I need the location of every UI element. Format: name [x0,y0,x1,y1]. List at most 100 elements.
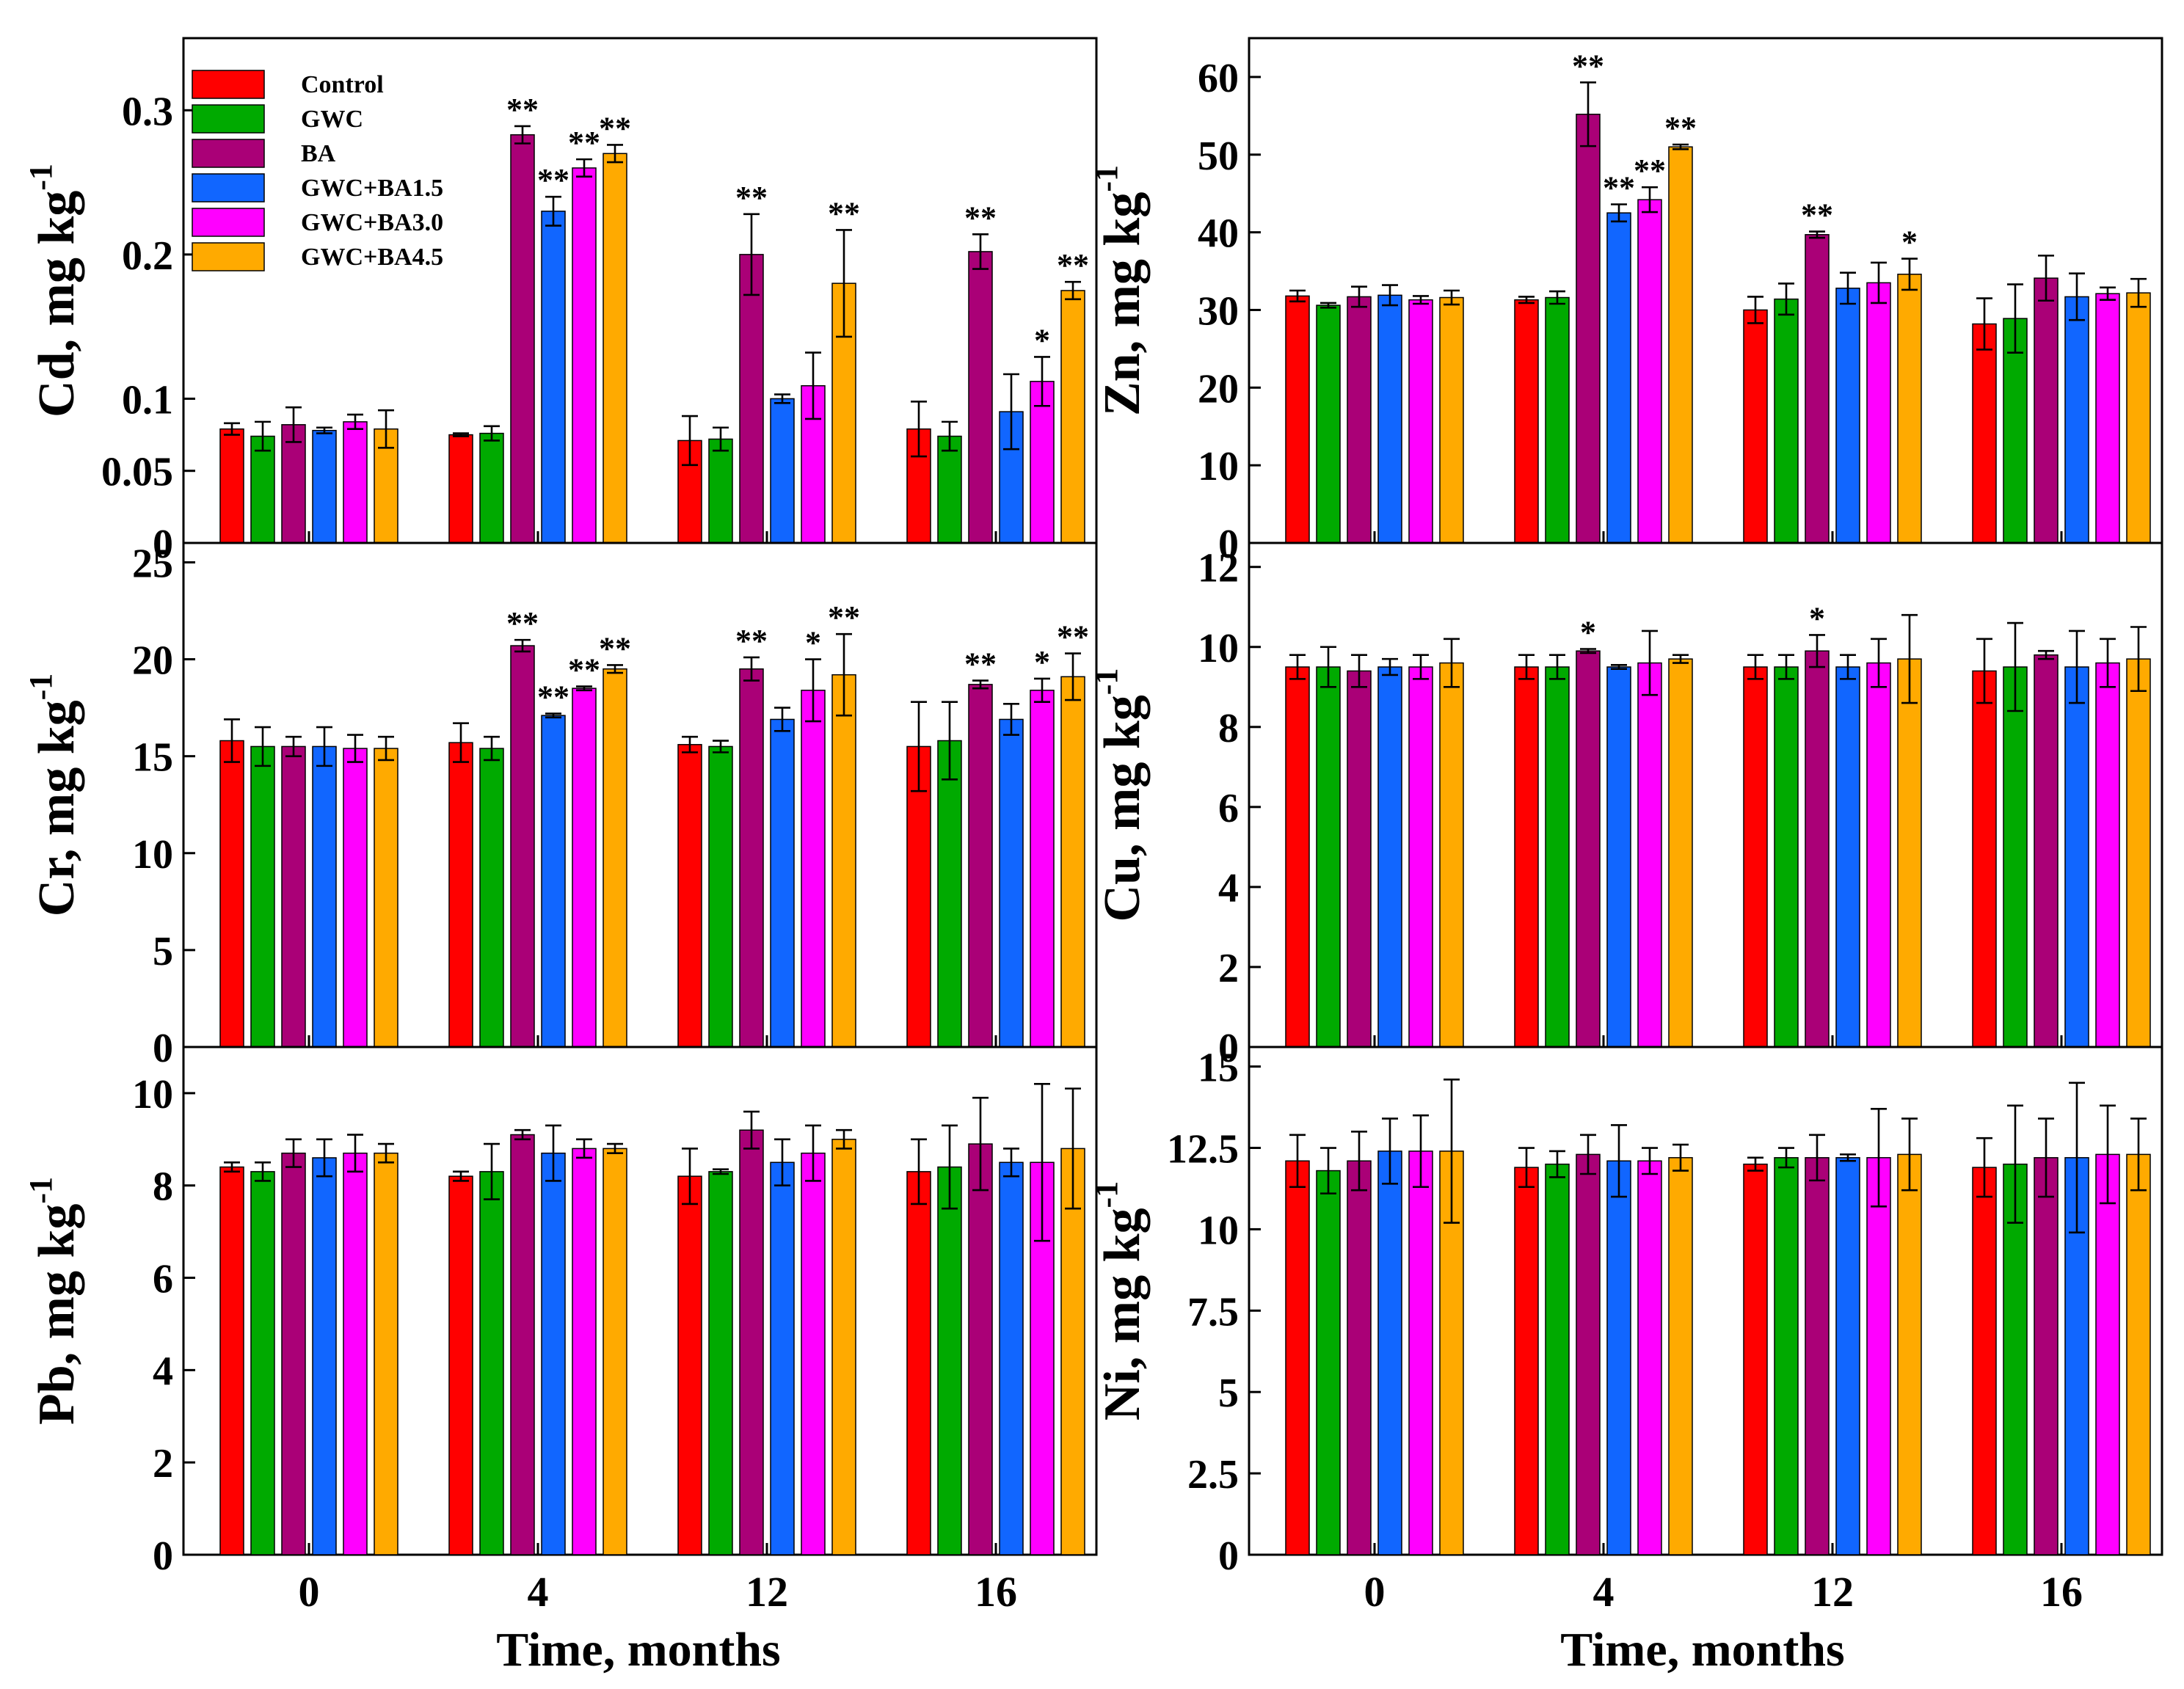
y-tick-label-cu: 10 [1198,626,1239,671]
legend-label: Control [301,71,384,98]
x-tick-label-ni: 4 [1593,1568,1615,1616]
bar-zn-16-GWC+BA1.5 [2064,296,2089,544]
y-tick-label-cd: 0.05 [101,450,173,495]
bar-cr-0-GWC [250,745,275,1048]
x-tick-label-pb: 16 [975,1568,1017,1616]
y-tick-label-pb: 0 [153,1533,173,1579]
bar-cr-4-GWC+BA4.5 [603,668,627,1048]
bar-cu-0-GWC+BA3.0 [1408,666,1433,1048]
significance-marker: * [805,625,821,661]
bar-cu-4-BA [1576,650,1601,1048]
legend-swatch-GWC [192,104,265,134]
y-tick-label-ni: 12.5 [1167,1127,1239,1172]
bar-cr-12-BA [739,668,764,1048]
bar-cd-0-GWC+BA3.0 [343,421,368,544]
y-tick-label-pb: 8 [153,1164,173,1210]
bar-cd-16-GWC+BA4.5 [1060,290,1085,544]
bar-pb-12-Control [677,1175,702,1555]
bar-cu-4-GWC+BA4.5 [1668,658,1693,1048]
significance-marker: ** [537,679,569,715]
y-tick-label-cd: 0 [153,522,173,567]
bar-zn-12-BA [1805,234,1830,544]
y-tick-label-zn: 20 [1198,366,1239,412]
y-axis-label-superscript: -1 [23,164,59,191]
significance-marker: ** [1603,170,1635,206]
y-tick-label-zn: 40 [1198,211,1239,257]
significance-marker: * [1034,322,1050,358]
significance-marker: ** [1801,197,1833,233]
bar-ni-0-GWC+BA3.0 [1408,1150,1433,1555]
bar-pb-16-Control [906,1171,931,1555]
significance-marker: ** [828,195,860,231]
legend-label: BA [301,140,336,167]
bar-cu-12-GWC [1774,666,1799,1048]
significance-marker: ** [568,652,600,688]
bar-pb-12-GWC+BA1.5 [770,1161,795,1555]
y-axis-label-superscript: -1 [23,674,59,701]
y-tick-label-cu: 12 [1198,546,1239,591]
bar-ni-16-BA [2034,1157,2059,1555]
bar-ni-12-GWC+BA1.5 [1835,1157,1860,1555]
bar-ni-4-Control [1514,1167,1539,1555]
bar-ni-0-GWC+BA1.5 [1377,1150,1402,1555]
bar-cu-0-GWC [1316,666,1341,1048]
bar-zn-12-GWC+BA3.0 [1866,282,1891,544]
y-tick-label-cr: 0 [153,1026,173,1071]
y-axis-label-cu: Cu, mg kg-1 [1088,668,1151,922]
bar-zn-12-GWC+BA4.5 [1897,274,1922,544]
y-axis-label-text: Cr, mg kg [29,700,85,916]
bar-pb-16-GWC+BA1.5 [999,1161,1024,1555]
legend: Control GWC BA GWC+BA1.5 GWC+BA3.0 GWC+BA4.5 [192,70,443,271]
y-tick-label-cu: 4 [1218,866,1239,911]
y-axis-label-text: Cu, mg kg [1094,695,1151,922]
bar-pb-0-Control [219,1166,244,1555]
bar-ni-12-GWC [1774,1157,1799,1555]
y-axis-label-superscript: -1 [23,1177,59,1204]
bar-zn-16-BA [2034,277,2059,544]
chart-ni: 0 2.5 5 7.5 10 12.5 15 Ni, mg kg-1 0 4 12 16 [1088,1046,2163,1616]
bar-cu-12-Control [1743,666,1768,1048]
bar-ni-12-GWC+BA3.0 [1866,1157,1891,1555]
bar-cu-16-Control [1972,670,1997,1048]
bar-cu-12-GWC+BA3.0 [1866,662,1891,1048]
bar-cd-12-BA [739,254,764,544]
significance-marker: * [1901,225,1918,260]
significance-marker: ** [599,110,631,146]
bar-zn-4-GWC+BA3.0 [1637,199,1662,544]
significance-marker: ** [964,646,997,682]
significance-marker: * [1034,644,1050,680]
legend-swatch-Control [192,70,265,99]
significance-marker: ** [568,125,600,161]
bar-cr-0-GWC+BA4.5 [374,748,398,1048]
y-tick-label-cr: 5 [153,929,173,974]
bar-cd-16-GWC [937,435,962,544]
bar-pb-4-GWC+BA1.5 [541,1152,566,1555]
y-axis-label-zn: Zn, mg kg-1 [1088,165,1151,416]
x-tick-label-pb: 0 [299,1568,320,1616]
bar-pb-0-GWC+BA1.5 [312,1157,337,1555]
bar-pb-4-GWC+BA4.5 [603,1148,627,1555]
y-tick-label-zn: 60 [1198,56,1239,101]
bar-ni-12-GWC+BA4.5 [1897,1153,1922,1555]
y-tick-label-zn: 30 [1198,288,1239,334]
bar-cd-4-GWC+BA1.5 [541,211,566,544]
bar-pb-4-GWC+BA3.0 [572,1148,597,1555]
significance-marker: ** [1572,48,1604,84]
y-tick-label-pb: 4 [153,1349,173,1394]
y-axis-label-text: Ni, mg kg [1094,1208,1151,1420]
bar-cu-4-GWC+BA3.0 [1637,662,1662,1048]
y-axis-label-text: Cd, mg kg [29,191,85,417]
bar-pb-0-GWC+BA3.0 [343,1152,368,1555]
bar-ni-16-Control [1972,1167,1997,1555]
bar-pb-0-GWC [250,1171,275,1555]
significance-marker: * [1809,600,1825,636]
bar-cd-16-BA [968,251,993,544]
bar-pb-16-GWC [937,1166,962,1555]
bar-zn-12-GWC [1774,298,1799,544]
bar-zn-12-Control [1743,309,1768,544]
bar-cr-16-BA [968,684,993,1048]
bar-pb-12-BA [739,1129,764,1555]
bar-cd-4-BA [510,134,535,544]
x-tick-label-ni: 16 [2040,1568,2083,1616]
x-tick-label-pb: 12 [746,1568,788,1616]
